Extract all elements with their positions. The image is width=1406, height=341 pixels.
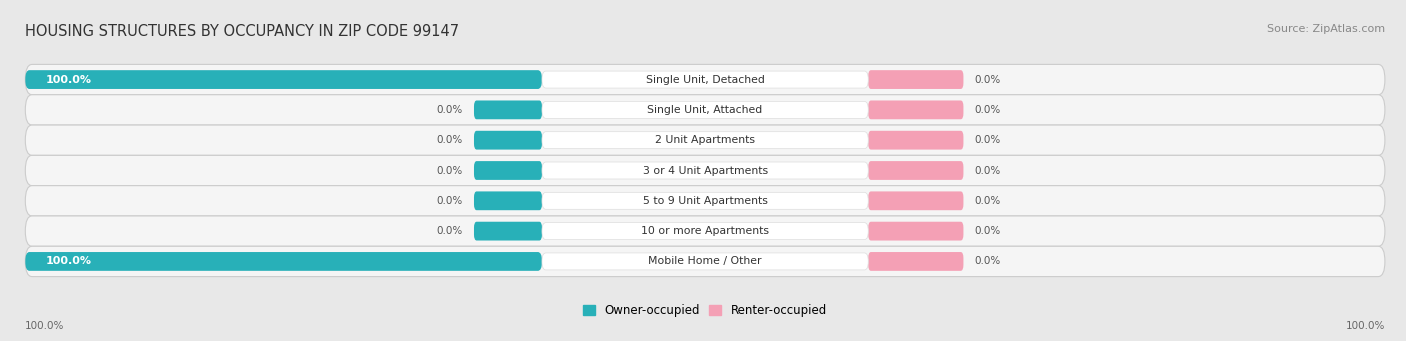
Text: 5 to 9 Unit Apartments: 5 to 9 Unit Apartments xyxy=(643,196,768,206)
FancyBboxPatch shape xyxy=(869,70,963,89)
FancyBboxPatch shape xyxy=(25,64,1385,95)
FancyBboxPatch shape xyxy=(25,216,1385,246)
Text: 0.0%: 0.0% xyxy=(974,256,1001,266)
Text: 3 or 4 Unit Apartments: 3 or 4 Unit Apartments xyxy=(643,165,768,176)
FancyBboxPatch shape xyxy=(869,131,963,150)
FancyBboxPatch shape xyxy=(869,101,963,119)
Text: 2 Unit Apartments: 2 Unit Apartments xyxy=(655,135,755,145)
FancyBboxPatch shape xyxy=(541,71,869,88)
FancyBboxPatch shape xyxy=(25,252,541,271)
Text: 0.0%: 0.0% xyxy=(437,165,463,176)
Text: HOUSING STRUCTURES BY OCCUPANCY IN ZIP CODE 99147: HOUSING STRUCTURES BY OCCUPANCY IN ZIP C… xyxy=(25,24,460,39)
FancyBboxPatch shape xyxy=(25,125,1385,155)
FancyBboxPatch shape xyxy=(25,95,1385,125)
FancyBboxPatch shape xyxy=(25,246,1385,277)
Text: 0.0%: 0.0% xyxy=(437,105,463,115)
FancyBboxPatch shape xyxy=(474,101,541,119)
Text: 0.0%: 0.0% xyxy=(974,75,1001,85)
Text: 0.0%: 0.0% xyxy=(437,226,463,236)
FancyBboxPatch shape xyxy=(25,155,1385,186)
Text: 0.0%: 0.0% xyxy=(974,165,1001,176)
Text: Mobile Home / Other: Mobile Home / Other xyxy=(648,256,762,266)
Text: 100.0%: 100.0% xyxy=(46,256,91,266)
Text: 100.0%: 100.0% xyxy=(1346,321,1385,331)
Text: Single Unit, Attached: Single Unit, Attached xyxy=(648,105,762,115)
FancyBboxPatch shape xyxy=(869,252,963,271)
FancyBboxPatch shape xyxy=(869,222,963,240)
FancyBboxPatch shape xyxy=(541,132,869,149)
FancyBboxPatch shape xyxy=(25,186,1385,216)
Text: 0.0%: 0.0% xyxy=(974,105,1001,115)
FancyBboxPatch shape xyxy=(541,253,869,270)
FancyBboxPatch shape xyxy=(474,161,541,180)
FancyBboxPatch shape xyxy=(474,191,541,210)
Text: 0.0%: 0.0% xyxy=(974,135,1001,145)
Text: 100.0%: 100.0% xyxy=(25,321,65,331)
FancyBboxPatch shape xyxy=(541,101,869,118)
Text: 0.0%: 0.0% xyxy=(974,196,1001,206)
Text: 0.0%: 0.0% xyxy=(437,135,463,145)
Text: Source: ZipAtlas.com: Source: ZipAtlas.com xyxy=(1267,24,1385,34)
FancyBboxPatch shape xyxy=(541,192,869,209)
FancyBboxPatch shape xyxy=(541,223,869,240)
Text: 10 or more Apartments: 10 or more Apartments xyxy=(641,226,769,236)
FancyBboxPatch shape xyxy=(25,70,541,89)
FancyBboxPatch shape xyxy=(474,222,541,240)
Text: 100.0%: 100.0% xyxy=(46,75,91,85)
FancyBboxPatch shape xyxy=(474,131,541,150)
Legend: Owner-occupied, Renter-occupied: Owner-occupied, Renter-occupied xyxy=(578,299,832,322)
Text: 0.0%: 0.0% xyxy=(437,196,463,206)
FancyBboxPatch shape xyxy=(869,161,963,180)
FancyBboxPatch shape xyxy=(869,191,963,210)
Text: Single Unit, Detached: Single Unit, Detached xyxy=(645,75,765,85)
FancyBboxPatch shape xyxy=(541,162,869,179)
Text: 0.0%: 0.0% xyxy=(974,226,1001,236)
